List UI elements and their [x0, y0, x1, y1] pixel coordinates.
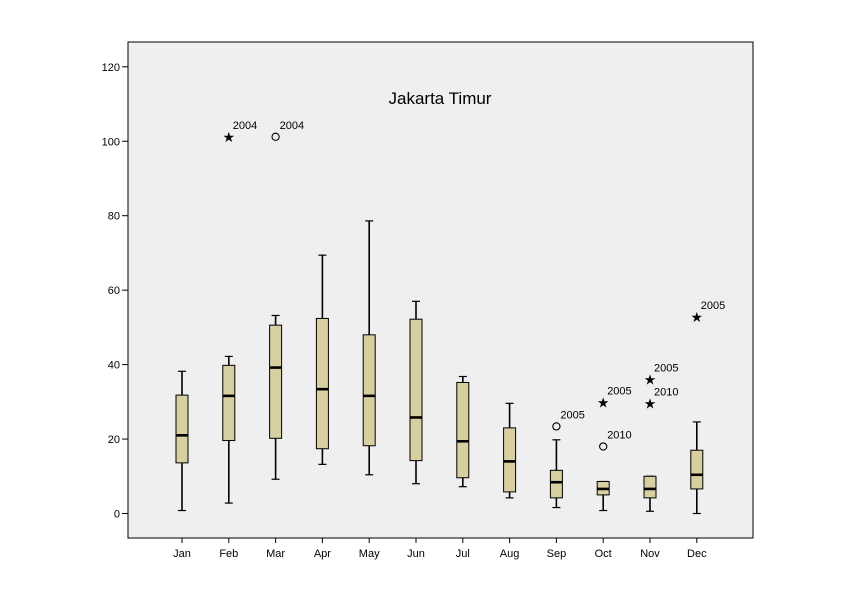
x-tick-label: Oct [595, 548, 612, 560]
box-iqr [690, 449, 704, 490]
plot-area [127, 41, 754, 539]
box-iqr [222, 364, 236, 442]
y-tick-label: 80 [108, 211, 120, 223]
x-tick-label: May [359, 548, 380, 560]
box-iqr [409, 318, 423, 462]
outlier-star: ★ [597, 396, 610, 412]
outlier-star: ★ [223, 130, 236, 146]
box-iqr [269, 324, 283, 439]
outlier-label: 2004 [233, 120, 257, 132]
outlier-label: 2005 [607, 386, 631, 398]
box-oct [596, 480, 610, 512]
outlier-circle [599, 442, 608, 451]
box-iqr [362, 334, 376, 447]
x-tick-label: Sep [547, 548, 567, 560]
outlier-label: 2010 [654, 386, 678, 398]
outlier-star: ★ [691, 310, 704, 326]
box-iqr [503, 427, 517, 493]
box-may [362, 220, 376, 476]
box-jul [456, 375, 470, 488]
outlier-label: 2010 [607, 429, 631, 441]
y-tick-label: 40 [108, 360, 120, 372]
y-tick-label: 100 [102, 136, 120, 148]
y-axis: 0 20 40 60 80 100 120 [102, 62, 128, 521]
y-tick-label: 0 [114, 509, 120, 521]
box-iqr [175, 394, 189, 464]
outlier-label: 2005 [701, 300, 725, 312]
box-apr [315, 254, 329, 465]
outlier-label: 2004 [280, 120, 304, 132]
chart-title: Jakarta Timur [389, 89, 492, 108]
outlier-star: ★ [644, 396, 657, 412]
box-jun [409, 300, 423, 485]
box-mar [269, 314, 283, 480]
x-tick-label: Nov [640, 548, 660, 560]
box-sep [549, 439, 563, 509]
box-iqr [643, 475, 657, 499]
x-tick-label: Mar [266, 548, 285, 560]
x-tick-label: Jul [456, 548, 470, 560]
outlier-label: 2005 [560, 409, 584, 421]
box-series [175, 220, 704, 515]
y-tick-label: 120 [102, 62, 120, 74]
outlier-star: ★ [644, 372, 657, 388]
box-aug [503, 402, 517, 499]
box-jan [175, 370, 189, 512]
x-tick-label: Aug [500, 548, 520, 560]
y-tick-label: 20 [108, 434, 120, 446]
x-tick-label: Jun [407, 548, 425, 560]
box-iqr [315, 317, 329, 450]
x-tick-label: Dec [687, 548, 707, 560]
x-tick-label: Jan [173, 548, 191, 560]
y-tick-label: 60 [108, 285, 120, 297]
outlier-label: 2005 [654, 362, 678, 374]
x-tick-label: Feb [219, 548, 238, 560]
outlier-circle [271, 132, 280, 141]
x-tick-label: Apr [314, 548, 331, 560]
box-dec [690, 421, 704, 515]
outlier-circle [552, 422, 561, 431]
box-iqr [549, 469, 563, 499]
box-iqr [456, 381, 470, 479]
x-axis: Jan Feb Mar Apr May Jun Jul Aug Sep Oct Nov Dec [173, 538, 707, 560]
box-feb [222, 355, 236, 504]
box-nov [643, 475, 657, 512]
